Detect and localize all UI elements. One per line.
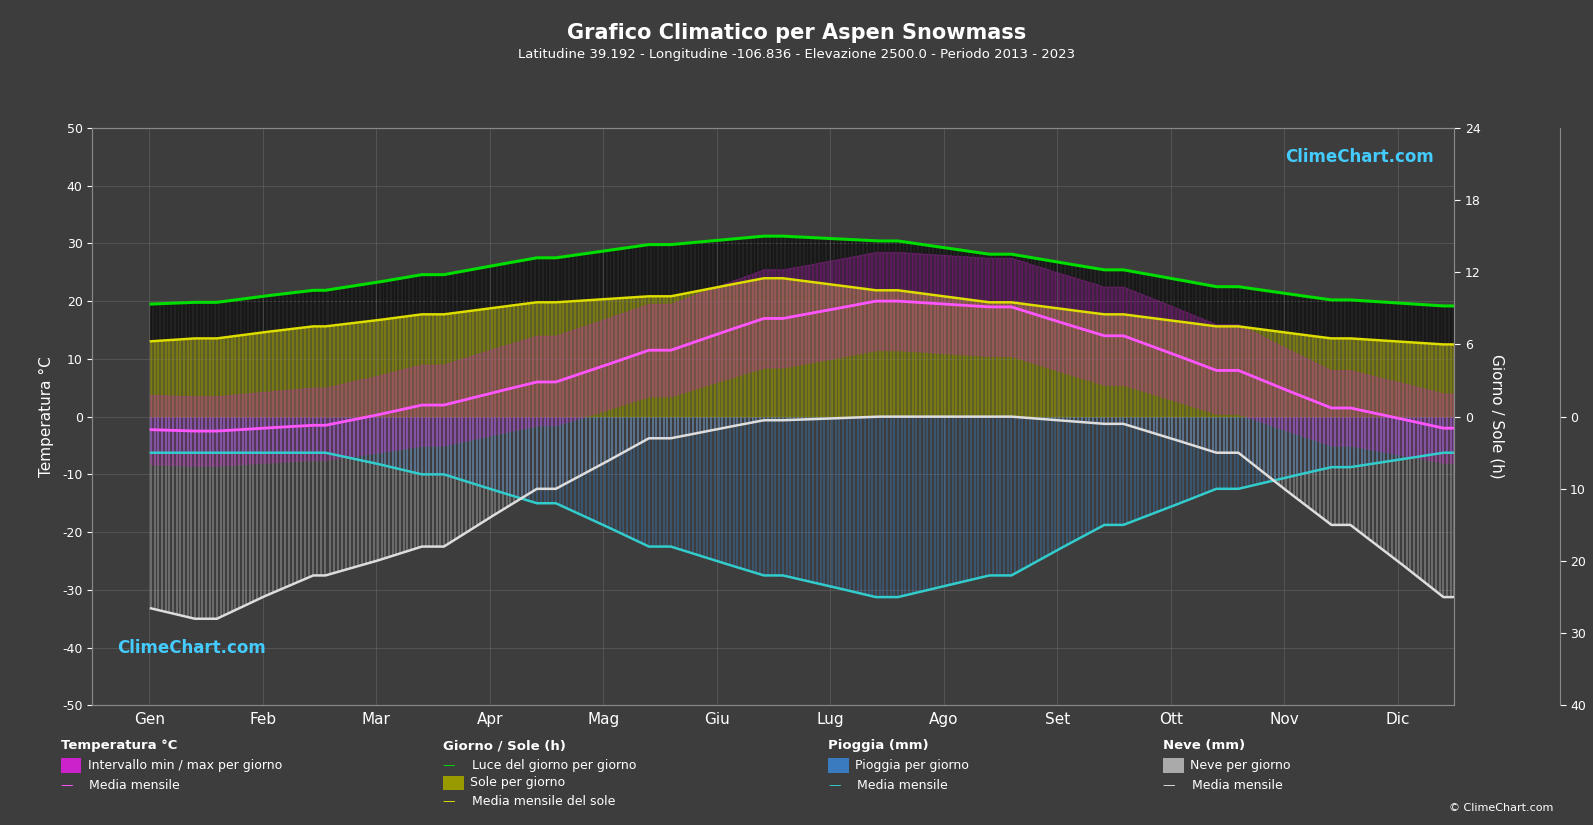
Text: Latitudine 39.192 - Longitudine -106.836 - Elevazione 2500.0 - Periodo 2013 - 20: Latitudine 39.192 - Longitudine -106.836… — [518, 48, 1075, 61]
Text: Pioggia (mm): Pioggia (mm) — [828, 739, 929, 752]
Text: Neve per giorno: Neve per giorno — [1190, 759, 1290, 772]
Text: Media mensile: Media mensile — [89, 779, 180, 792]
Text: Giorno / Sole (h): Giorno / Sole (h) — [443, 739, 566, 752]
Text: —: — — [443, 759, 456, 772]
Text: Luce del giorno per giorno: Luce del giorno per giorno — [472, 759, 636, 772]
Y-axis label: Giorno / Sole (h): Giorno / Sole (h) — [1489, 354, 1504, 479]
Text: Sole per giorno: Sole per giorno — [470, 776, 566, 790]
Text: —: — — [1163, 779, 1176, 792]
Text: —: — — [828, 779, 841, 792]
Text: ClimeChart.com: ClimeChart.com — [116, 639, 266, 657]
Text: Temperatura °C: Temperatura °C — [61, 739, 177, 752]
Text: Pioggia per giorno: Pioggia per giorno — [855, 759, 969, 772]
Text: Media mensile: Media mensile — [1192, 779, 1282, 792]
Text: —: — — [61, 779, 73, 792]
Text: © ClimeChart.com: © ClimeChart.com — [1448, 803, 1553, 813]
Text: —: — — [443, 795, 456, 808]
Text: Media mensile: Media mensile — [857, 779, 948, 792]
Text: ClimeChart.com: ClimeChart.com — [1286, 148, 1434, 166]
Text: Media mensile del sole: Media mensile del sole — [472, 795, 615, 808]
Y-axis label: Temperatura °C: Temperatura °C — [38, 356, 54, 477]
Text: Grafico Climatico per Aspen Snowmass: Grafico Climatico per Aspen Snowmass — [567, 23, 1026, 43]
Text: Intervallo min / max per giorno: Intervallo min / max per giorno — [88, 759, 282, 772]
Text: Neve (mm): Neve (mm) — [1163, 739, 1246, 752]
